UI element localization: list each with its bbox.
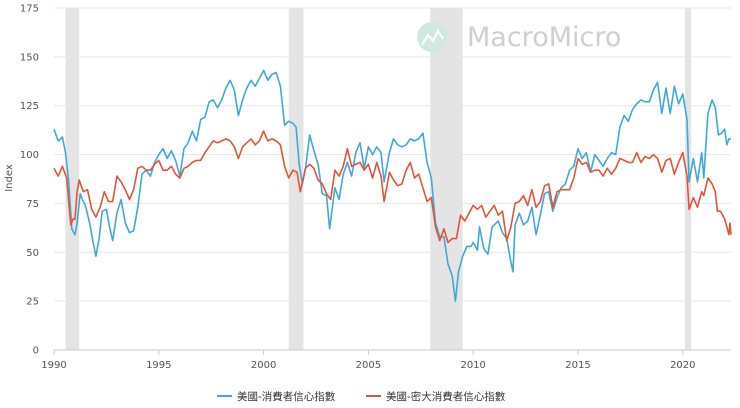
legend-label-us: 美國-消費者信心指數 — [237, 390, 336, 403]
recession-band-1 — [288, 8, 304, 350]
y-tick-label: 100 — [20, 150, 39, 161]
y-tick-label: 175 — [20, 4, 39, 15]
legend: 美國-消費者信心指數 美國-密大消費者信心指數 — [217, 390, 506, 403]
x-tick-label: 2005 — [356, 360, 381, 371]
legend-item-michigan[interactable]: 美國-密大消費者信心指數 — [366, 390, 506, 403]
y-tick-label: 50 — [26, 248, 39, 259]
recession-bands — [65, 8, 692, 350]
recession-band-3 — [684, 8, 692, 350]
watermark-text: MacroMicro — [467, 22, 621, 53]
series-line-michigan-sentiment — [53, 130, 732, 244]
y-axis-ticks: 0 25 50 75 100 125 150 175 — [20, 4, 39, 357]
legend-label-michigan: 美國-密大消費者信心指數 — [386, 390, 506, 403]
x-tick-label: 2010 — [460, 360, 485, 371]
x-tick-label: 1990 — [41, 360, 66, 371]
legend-item-us[interactable]: 美國-消費者信心指數 — [217, 390, 336, 403]
x-tick-label: 2020 — [670, 360, 695, 371]
x-tick-label: 1995 — [146, 360, 171, 371]
macromicro-logo-icon — [417, 22, 447, 52]
recession-band-2 — [430, 8, 463, 350]
y-tick-label: 150 — [20, 52, 39, 63]
x-tick-label: 2000 — [251, 360, 276, 371]
series-line-us-consumer-confidence — [53, 69, 731, 302]
y-tick-label: 0 — [33, 346, 39, 357]
y-tick-label: 25 — [26, 297, 39, 308]
series-lines — [53, 69, 732, 302]
x-axis-ticks: 1990 1995 2000 2005 2010 2015 2020 — [41, 350, 696, 371]
y-tick-label: 75 — [26, 199, 39, 210]
x-tick-label: 2015 — [565, 360, 590, 371]
grid-lines — [54, 7, 731, 302]
watermark: MacroMicro — [417, 22, 621, 53]
y-tick-label: 125 — [20, 101, 39, 112]
y-axis-title: Index — [4, 164, 15, 192]
recession-band-0 — [65, 8, 80, 350]
